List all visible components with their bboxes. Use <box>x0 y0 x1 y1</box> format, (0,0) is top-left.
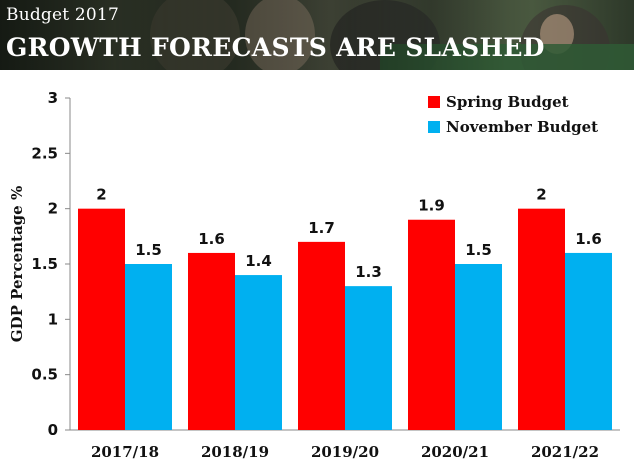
banner-headline: GROWTH FORECASTS ARE SLASHED <box>6 33 545 62</box>
bar-spring <box>188 252 235 430</box>
y-tick-label: 1.5 <box>31 255 58 273</box>
legend-swatch-november <box>428 121 440 133</box>
bar-november <box>235 275 282 430</box>
bar-november <box>125 264 172 430</box>
data-label: 1.7 <box>308 219 335 237</box>
bar-spring <box>408 219 455 430</box>
x-category-label: 2021/22 <box>531 443 599 461</box>
header-banner: Budget 2017 GROWTH FORECASTS ARE SLASHED <box>0 0 634 70</box>
banner-overlay <box>0 0 634 70</box>
y-tick-label: 0.5 <box>31 366 58 384</box>
bar-spring <box>298 241 345 430</box>
data-label: 1.5 <box>465 241 492 259</box>
data-label: 2 <box>96 186 106 204</box>
legend-label-november: November Budget <box>446 118 598 136</box>
bar-spring <box>78 208 125 430</box>
x-category-label: 2019/20 <box>311 443 379 461</box>
data-label: 1.3 <box>355 263 382 281</box>
y-tick-label: 2.5 <box>31 144 58 162</box>
x-category-label: 2020/21 <box>421 443 489 461</box>
legend-label-spring: Spring Budget <box>446 93 569 111</box>
banner-kicker: Budget 2017 <box>6 5 119 25</box>
data-label: 1.6 <box>198 230 225 248</box>
data-label: 1.6 <box>575 230 602 248</box>
bar-chart: 0 0.5 1 1.5 2 2.5 3 GDP Percentage % 2 1.5 2017/18… <box>8 89 620 461</box>
y-axis-title: GDP Percentage % <box>8 186 26 342</box>
y-tick-label: 3 <box>48 89 58 107</box>
legend-swatch-spring <box>428 96 440 108</box>
bar-november <box>455 264 502 430</box>
data-label: 1.4 <box>245 252 272 270</box>
data-label: 1.9 <box>418 197 445 215</box>
y-tick-label: 1 <box>48 310 58 328</box>
bar-november <box>345 286 392 430</box>
bar-spring <box>518 208 565 430</box>
chart-container: 0 0.5 1 1.5 2 2.5 3 GDP Percentage % 2 1.5 2017/18… <box>0 70 634 470</box>
y-tick-label: 0 <box>48 421 58 439</box>
data-label: 2 <box>536 186 546 204</box>
x-category-label: 2017/18 <box>91 443 159 461</box>
x-category-label: 2018/19 <box>201 443 269 461</box>
bar-november <box>565 252 612 430</box>
y-tick-label: 2 <box>48 200 58 218</box>
data-label: 1.5 <box>135 241 162 259</box>
